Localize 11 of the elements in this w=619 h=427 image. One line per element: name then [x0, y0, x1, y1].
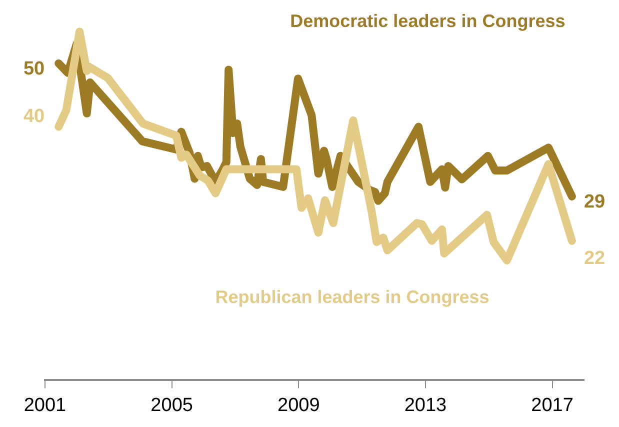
series-label: Republican leaders in Congress [215, 286, 490, 307]
x-tick-label: 2017 [531, 394, 574, 416]
data-label: 50 [23, 58, 45, 80]
data-label: 40 [23, 106, 45, 127]
x-tick-label: 2009 [278, 394, 320, 416]
x-tick-label: 2013 [404, 394, 447, 416]
x-tick-label: 2001 [24, 394, 66, 416]
x-tick-label: 2005 [150, 394, 193, 416]
data-label: 22 [584, 248, 606, 270]
data-label: 29 [584, 192, 606, 213]
text: Democratic leaders in Congress [290, 10, 566, 31]
